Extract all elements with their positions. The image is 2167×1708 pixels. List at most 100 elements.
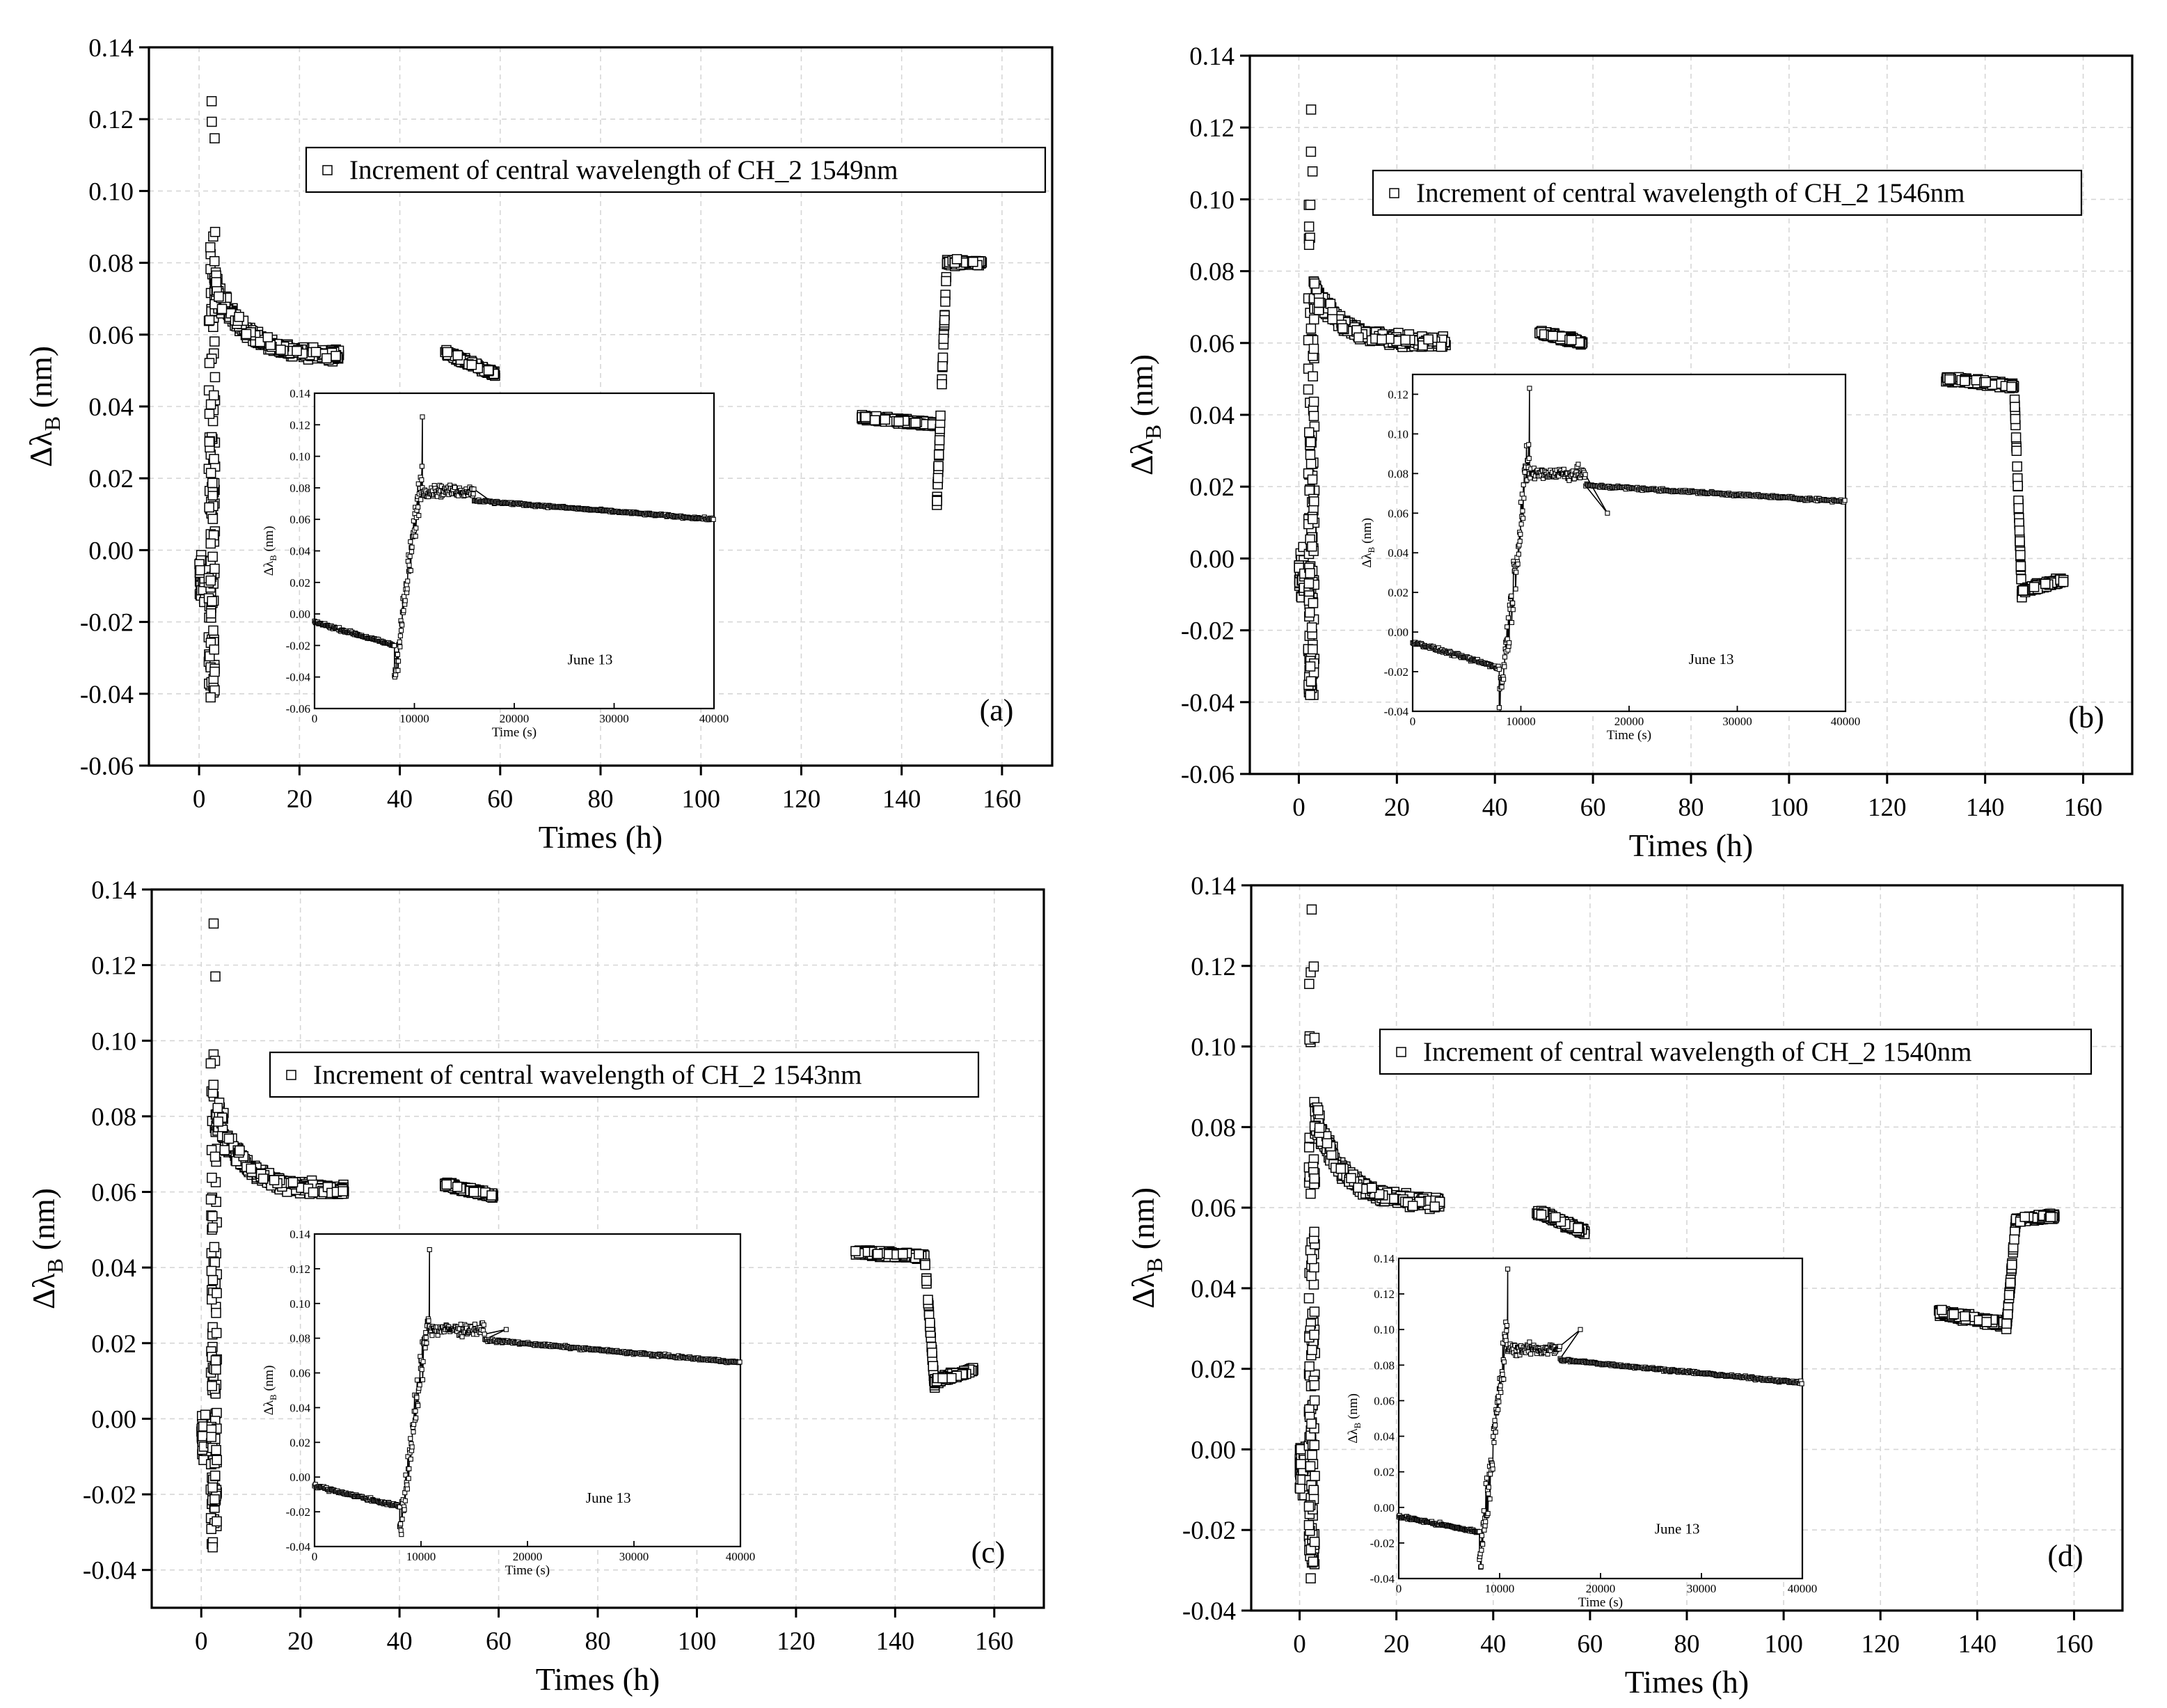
x-tick-label: 140 <box>876 1627 915 1656</box>
data-point <box>968 257 978 267</box>
legend: Increment of central wavelength of CH_2 … <box>305 146 1047 193</box>
inset-chart: 0 10000 20000 30000 40000-0.04-0.020.000.020… <box>1360 373 1860 743</box>
inset-data-point <box>1526 456 1532 461</box>
inset-data-point <box>405 558 411 564</box>
y-tick-label: 0.10 <box>1189 186 1235 214</box>
inset-y-tick-label: 0.04 <box>1388 546 1408 560</box>
inset-data-point <box>471 487 477 492</box>
data-point <box>951 254 962 264</box>
data-point <box>262 332 273 342</box>
inset-x-tick-label: 10000 <box>1506 715 1536 728</box>
data-point <box>1305 690 1315 700</box>
y-tick-label: 0.14 <box>88 34 134 63</box>
inset-y-tick-label: -0.02 <box>286 639 310 652</box>
data-point <box>207 116 217 127</box>
y-tick-label: 0.06 <box>1189 330 1235 358</box>
data-point <box>2010 432 2022 443</box>
data-point <box>206 96 217 106</box>
inset-data-point <box>1499 684 1505 690</box>
data-point <box>1337 323 1348 333</box>
data-point <box>211 1445 221 1455</box>
inset-data-point <box>1518 500 1524 505</box>
inset-y-tick-label: -0.04 <box>286 671 311 684</box>
x-tick-label: 60 <box>486 1627 511 1656</box>
data-point <box>1308 514 1318 525</box>
inset-data-point <box>392 643 397 649</box>
data-point <box>208 530 219 541</box>
x-tick-label: 140 <box>882 785 921 814</box>
inset-data-point <box>1516 551 1521 557</box>
data-point <box>1308 644 1318 655</box>
data-point <box>934 435 945 445</box>
data-point <box>1423 334 1434 345</box>
data-point <box>2016 574 2026 585</box>
inset-y-tick-label: 0.00 <box>1388 626 1408 639</box>
inset-data-point <box>452 484 458 491</box>
inset-frame <box>313 392 715 710</box>
data-point <box>452 350 463 361</box>
data-point <box>204 409 215 419</box>
inset-data-point <box>1582 472 1588 477</box>
inset-data-point <box>1521 496 1527 501</box>
data-point <box>209 454 219 464</box>
data-point <box>880 414 891 425</box>
data-point <box>1305 676 1317 687</box>
data-point <box>207 477 218 489</box>
data-point <box>211 277 222 287</box>
inset-y-tick-label: 0.06 <box>289 513 310 526</box>
data-point <box>207 1211 218 1221</box>
legend-marker <box>286 1070 296 1080</box>
inset-data-point <box>1513 586 1518 592</box>
data-point <box>1960 376 1970 386</box>
data-point <box>1308 396 1319 407</box>
y-tick-label: -0.02 <box>83 1481 136 1510</box>
data-point <box>205 608 216 619</box>
panel-label: (c) <box>971 1535 1006 1569</box>
inset-x-tick-label: 40000 <box>699 712 729 725</box>
y-tick-label: 0.00 <box>91 1405 136 1434</box>
y-tick-label: -0.04 <box>80 681 134 709</box>
data-point <box>1308 411 1319 421</box>
data-point <box>869 415 880 426</box>
inset-data-point <box>397 633 403 639</box>
inset-x-axis-label: Time (s) <box>1607 728 1651 743</box>
data-point <box>1376 334 1387 345</box>
x-tick-label: 60 <box>1580 793 1606 822</box>
inset-data-point <box>1566 477 1572 483</box>
data-point <box>1306 622 1317 633</box>
data-point <box>932 496 942 507</box>
y-tick-label: 0.08 <box>88 250 134 278</box>
inset-data-point <box>1510 607 1516 612</box>
data-point <box>209 390 219 401</box>
x-tick-label: 120 <box>782 785 821 814</box>
x-tick-label: 100 <box>1770 793 1809 822</box>
data-point <box>1436 341 1447 352</box>
data-point <box>210 971 221 982</box>
data-point <box>935 410 946 421</box>
data-point <box>2029 582 2040 592</box>
y-axis-label: ΔλB (nm) <box>1124 354 1166 475</box>
x-axis-label: Times (h) <box>1629 828 1754 863</box>
data-point <box>2015 550 2026 560</box>
data-point <box>205 575 216 586</box>
data-point <box>209 1494 220 1505</box>
data-point <box>1308 371 1318 381</box>
data-point <box>939 315 950 326</box>
inset-data-point <box>1526 442 1532 448</box>
data-point <box>1303 221 1315 232</box>
y-tick-label: 0.12 <box>88 106 134 134</box>
inset-data-point <box>1605 510 1610 516</box>
inset-data-point <box>711 516 716 522</box>
inset-data-point <box>1509 619 1514 625</box>
data-point <box>212 1102 223 1114</box>
inset-data-point <box>407 553 413 559</box>
data-point <box>860 411 871 422</box>
inset-y-tick-label: -0.04 <box>1384 705 1409 718</box>
data-point <box>204 436 215 447</box>
data-point <box>205 1058 216 1069</box>
data-point <box>209 256 220 267</box>
data-point <box>246 1163 257 1174</box>
data-point <box>1981 377 1991 388</box>
data-point <box>206 1432 217 1442</box>
inset-chart: 0 10000 20000 30000 40000-0.04-0.020.000.020… <box>262 1228 755 1578</box>
